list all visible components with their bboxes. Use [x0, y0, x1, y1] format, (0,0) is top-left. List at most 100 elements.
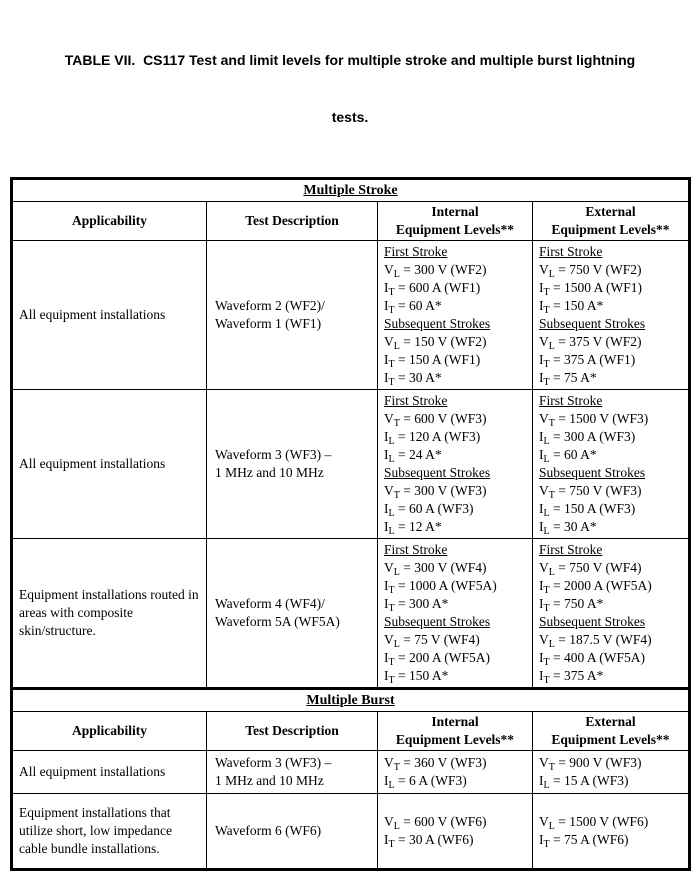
quantity-symbol: I — [539, 429, 544, 444]
level-line: IT = 400 A (WF5A) — [539, 650, 645, 668]
level-line: VT = 300 V (WF3) — [384, 483, 487, 501]
column-header-internal-equipment-levels: Internal Equipment Levels** — [378, 712, 533, 750]
document-page: TABLE VII. CS117 Test and limit levels f… — [0, 13, 700, 871]
level-line: IT = 600 A (WF1) — [384, 280, 481, 298]
internal-levels-cell: First Stroke VL = 300 V (WF4) IT = 1000 A … — [378, 539, 533, 687]
header-line: Internal — [431, 204, 479, 219]
section-heading: Multiple Burst — [13, 690, 688, 711]
level-line: VT = 360 V (WF3) — [384, 755, 487, 773]
level-line: IT = 375 A (WF1) — [539, 352, 636, 370]
level-line: VL = 1500 V (WF6) — [539, 814, 649, 832]
quantity-symbol: V — [384, 334, 394, 349]
section-heading-text: Multiple Stroke — [303, 183, 398, 198]
level-line: IL = 6 A (WF3) — [384, 773, 467, 791]
level-line: IL = 24 A* — [384, 447, 442, 465]
level-heading: First Stroke — [384, 243, 528, 261]
level-line: VL = 187.5 V (WF4) — [539, 632, 652, 650]
quantity-subscript: L — [388, 508, 395, 519]
table-row: All equipment installations Waveform 3 (W… — [13, 389, 688, 538]
quantity-symbol: I — [539, 668, 544, 683]
quantity-symbol: V — [384, 632, 394, 647]
applicability-text: All equipment installations — [19, 456, 166, 471]
level-heading-text: Subsequent Strokes — [384, 465, 491, 480]
quantity-subscript: L — [543, 780, 550, 791]
quantity-subscript: L — [393, 341, 400, 352]
header-line: Equipment Levels** — [551, 732, 670, 747]
applicability-cell: Equipment installations that utilize sho… — [13, 794, 207, 868]
level-heading: First Stroke — [539, 392, 684, 410]
quantity-subscript: L — [543, 436, 550, 447]
quantity-subscript: T — [393, 418, 400, 429]
applicability-text: All equipment installations — [19, 764, 166, 779]
level-heading-text: First Stroke — [539, 393, 603, 408]
quantity-subscript: T — [548, 490, 555, 501]
quantity-subscript: T — [543, 585, 550, 596]
quantity-subscript: T — [388, 603, 395, 614]
cs117-limits-table: Multiple Stroke Applicability Test Descrip… — [10, 177, 691, 871]
quantity-subscript: T — [543, 657, 550, 668]
quantity-symbol: I — [539, 650, 544, 665]
column-header-external-equipment-levels: External Equipment Levels** — [533, 712, 688, 750]
quantity-subscript: T — [543, 377, 550, 388]
level-heading: First Stroke — [384, 541, 528, 559]
quantity-subscript: T — [388, 359, 395, 370]
header-line: Equipment Levels** — [395, 732, 515, 747]
quantity-symbol: V — [539, 334, 549, 349]
applicability-text: Equipment installations that utilize sho… — [19, 805, 172, 856]
level-line: VT = 1500 V (WF3) — [539, 411, 649, 429]
level-line: IT = 30 A* — [384, 370, 442, 388]
quantity-symbol: V — [539, 755, 549, 770]
column-header-internal-equipment-levels: Internal Equipment Levels** — [378, 202, 533, 240]
level-heading-text: First Stroke — [384, 393, 448, 408]
test-description-cell: Waveform 3 (WF3) – 1 MHz and 10 MHz — [207, 390, 378, 538]
quantity-subscript: T — [543, 359, 550, 370]
level-line: IT = 150 A* — [384, 668, 449, 686]
internal-levels-cell: VL = 600 V (WF6) IT = 30 A (WF6) — [378, 794, 533, 868]
level-line: IL = 150 A (WF3) — [539, 501, 636, 519]
quantity-symbol: I — [384, 519, 389, 534]
table-title-line1: TABLE VII. CS117 Test and limit levels f… — [64, 52, 636, 68]
quantity-symbol: I — [539, 596, 544, 611]
quantity-symbol: V — [384, 755, 394, 770]
level-heading: Subsequent Strokes — [539, 464, 684, 482]
level-heading: Subsequent Strokes — [384, 464, 528, 482]
level-line: VL = 75 V (WF4) — [384, 632, 480, 650]
level-line: IL = 60 A (WF3) — [384, 501, 474, 519]
level-heading-text: First Stroke — [539, 244, 603, 259]
quantity-subscript: L — [548, 639, 555, 650]
level-line: VT = 600 V (WF3) — [384, 411, 487, 429]
quantity-symbol: V — [384, 814, 394, 829]
quantity-subscript: T — [543, 305, 550, 316]
quantity-subscript: T — [388, 377, 395, 388]
table-title: TABLE VII. CS117 Test and limit levels f… — [0, 13, 700, 165]
level-heading: First Stroke — [384, 392, 528, 410]
level-line: VL = 300 V (WF2) — [384, 262, 487, 280]
level-line: IL = 15 A (WF3) — [539, 773, 629, 791]
header-line: Equipment Levels** — [395, 222, 515, 237]
section-multiple-burst: Multiple Burst Applicability Test Descript… — [13, 687, 688, 868]
quantity-symbol: V — [384, 560, 394, 575]
level-line: IT = 75 A (WF6) — [539, 832, 629, 850]
column-header-applicability: Applicability — [13, 202, 207, 240]
level-line: IL = 300 A (WF3) — [539, 429, 636, 447]
table-row: All equipment installations Waveform 3 (W… — [13, 750, 688, 793]
level-line: IT = 150 A* — [539, 298, 604, 316]
test-description-line: Waveform 4 (WF4)/ — [215, 596, 325, 611]
level-heading-text: Subsequent Strokes — [539, 465, 646, 480]
level-line: IT = 150 A (WF1) — [384, 352, 481, 370]
quantity-subscript: L — [543, 526, 550, 537]
quantity-subscript: L — [388, 526, 395, 537]
quantity-subscript: T — [543, 675, 550, 686]
quantity-symbol: I — [539, 370, 544, 385]
level-heading: Subsequent Strokes — [384, 613, 528, 631]
applicability-cell: All equipment installations — [13, 751, 207, 793]
test-description-line: 1 MHz and 10 MHz — [215, 465, 324, 480]
level-heading: Subsequent Strokes — [539, 315, 684, 333]
quantity-symbol: I — [384, 280, 389, 295]
column-header-external-equipment-levels: External Equipment Levels** — [533, 202, 688, 240]
header-line: Applicability — [71, 213, 147, 228]
test-description-line: 1 MHz and 10 MHz — [215, 773, 324, 788]
quantity-symbol: I — [384, 668, 389, 683]
level-heading: First Stroke — [539, 243, 684, 261]
section-multiple-stroke: Multiple Stroke Applicability Test Descrip… — [13, 180, 688, 687]
